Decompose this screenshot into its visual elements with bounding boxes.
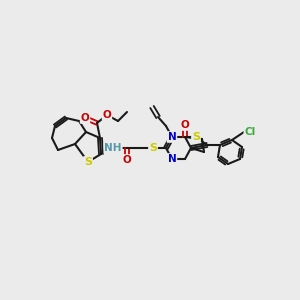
Text: O: O [103, 110, 111, 120]
Text: NH: NH [104, 143, 122, 153]
Text: N: N [168, 132, 176, 142]
Text: S: S [84, 157, 92, 167]
Text: O: O [123, 155, 131, 165]
Text: O: O [81, 113, 89, 123]
Text: Cl: Cl [244, 127, 256, 137]
Text: O: O [181, 120, 189, 130]
Text: S: S [192, 132, 200, 142]
Text: S: S [149, 143, 157, 153]
Text: N: N [168, 154, 176, 164]
